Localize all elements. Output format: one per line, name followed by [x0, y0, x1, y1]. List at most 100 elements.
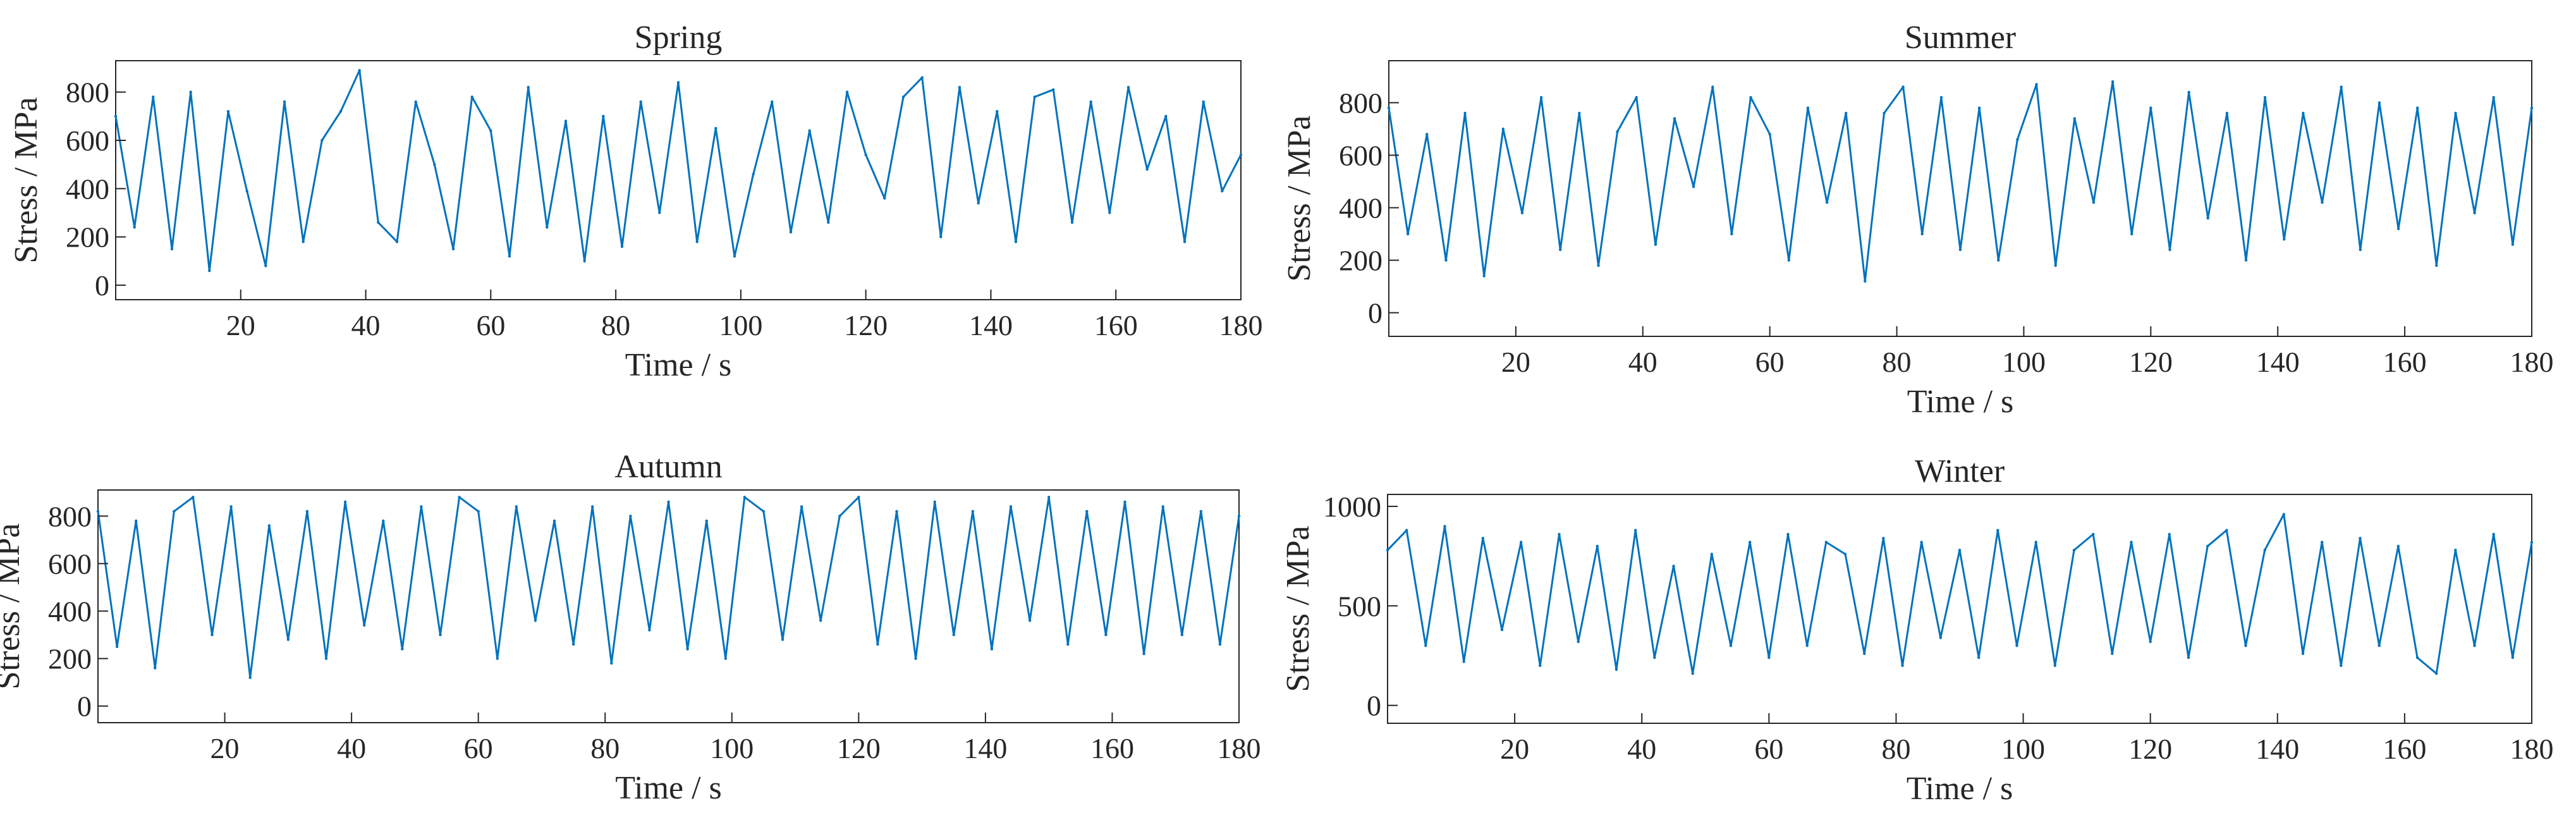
data-point [1444, 259, 1448, 262]
data-point [208, 269, 211, 273]
data-point [733, 255, 736, 258]
data-point [686, 647, 689, 651]
data-point [267, 524, 271, 527]
data-point [676, 81, 680, 84]
data-point [2321, 201, 2324, 204]
data-point [1977, 106, 1981, 109]
x-tick-label: 140 [963, 732, 1007, 764]
data-point [1635, 95, 1638, 99]
data-point [382, 519, 385, 522]
data-point [838, 515, 841, 518]
data-point [827, 221, 830, 224]
data-point [2263, 548, 2266, 552]
data-point [1787, 259, 1790, 262]
y-tick-label: 800 [48, 500, 92, 532]
data-point [2378, 101, 2381, 104]
data-point [401, 647, 404, 651]
x-tick-label: 80 [601, 309, 630, 341]
x-axis-label: Time / s [1907, 384, 2014, 420]
data-point [1108, 211, 1111, 214]
data-point [1653, 656, 1656, 659]
data-point [189, 90, 192, 94]
data-point [629, 515, 632, 518]
data-point [2511, 656, 2514, 659]
x-tick-label: 80 [1881, 733, 1910, 765]
data-point [1920, 232, 1924, 236]
x-tick-label: 100 [2001, 733, 2045, 765]
data-point [1052, 88, 1055, 91]
data-point [883, 197, 886, 200]
data-point [933, 500, 936, 503]
data-point [135, 519, 138, 522]
data-point [114, 114, 118, 118]
data-point [414, 100, 417, 104]
data-point [762, 510, 766, 513]
data-point [1729, 644, 1733, 647]
data-point [2168, 532, 2171, 536]
x-tick-label: 140 [969, 309, 1013, 341]
data-point [286, 638, 290, 641]
data-point [610, 661, 613, 665]
x-tick-label: 20 [1501, 346, 1530, 378]
data-point [990, 647, 994, 651]
data-point [1482, 274, 1486, 278]
data-point [2302, 111, 2305, 115]
data-point [1863, 652, 1866, 656]
data-point [2168, 248, 2171, 252]
data-point [1539, 664, 1542, 667]
data-point [358, 69, 361, 72]
data-point [1691, 672, 1694, 675]
data-point [971, 510, 975, 513]
data-point [1768, 133, 1771, 136]
data-point [2435, 264, 2438, 267]
data-point [458, 496, 461, 499]
data-point [2530, 106, 2534, 109]
data-point [1577, 640, 1580, 644]
data-point [2054, 264, 2057, 267]
y-tick-label: 600 [48, 548, 92, 580]
data-point [1500, 628, 1504, 632]
data-point [363, 623, 366, 627]
data-point [2415, 656, 2419, 659]
y-axis-label: Stress / MPa [1280, 526, 1316, 692]
data-point [2359, 537, 2362, 540]
data-point [1126, 85, 1130, 89]
data-point [1237, 515, 1241, 518]
data-point [343, 500, 347, 503]
data-point [1749, 95, 1752, 99]
data-point [496, 657, 499, 660]
x-tick-label: 20 [1500, 733, 1529, 765]
x-axis-label: Time / s [1907, 771, 2013, 807]
data-point [154, 666, 157, 670]
x-tick-label: 180 [2510, 733, 2554, 765]
data-point [1616, 130, 1619, 133]
data-point [1843, 553, 1847, 556]
data-point [1161, 505, 1164, 508]
data-point [2263, 95, 2267, 99]
data-point [2053, 664, 2056, 667]
data-point [789, 230, 793, 234]
data-point [1183, 240, 1187, 243]
x-tick-label: 60 [1754, 733, 1783, 765]
x-tick-label: 140 [2256, 346, 2300, 378]
data-point [724, 657, 728, 660]
x-tick-label: 120 [2128, 733, 2172, 765]
x-tick-label: 120 [844, 309, 888, 341]
data-point [2225, 529, 2228, 532]
y-tick-label: 0 [1367, 690, 1381, 722]
data-point [1825, 201, 1829, 204]
y-tick-label: 200 [48, 643, 92, 675]
data-point [1958, 548, 1962, 552]
data-point [2092, 201, 2096, 204]
data-point [939, 235, 943, 238]
y-tick-label: 400 [48, 596, 92, 628]
y-axis-label: Stress / MPa [1281, 116, 1317, 282]
x-tick-label: 160 [1090, 732, 1134, 764]
data-point [2396, 544, 2400, 548]
data-point [305, 510, 309, 513]
subplot-1: 20 40 60 80 100 120 140 160 180 0 200 400 600 800 Summ… [1281, 20, 2554, 420]
data-point [1615, 668, 1618, 671]
subplot-2: 20 40 60 80 100 120 140 160 180 0 200 400 600 800 Autu… [0, 449, 1261, 806]
x-tick-label: 60 [476, 309, 505, 341]
data-point [96, 510, 100, 513]
